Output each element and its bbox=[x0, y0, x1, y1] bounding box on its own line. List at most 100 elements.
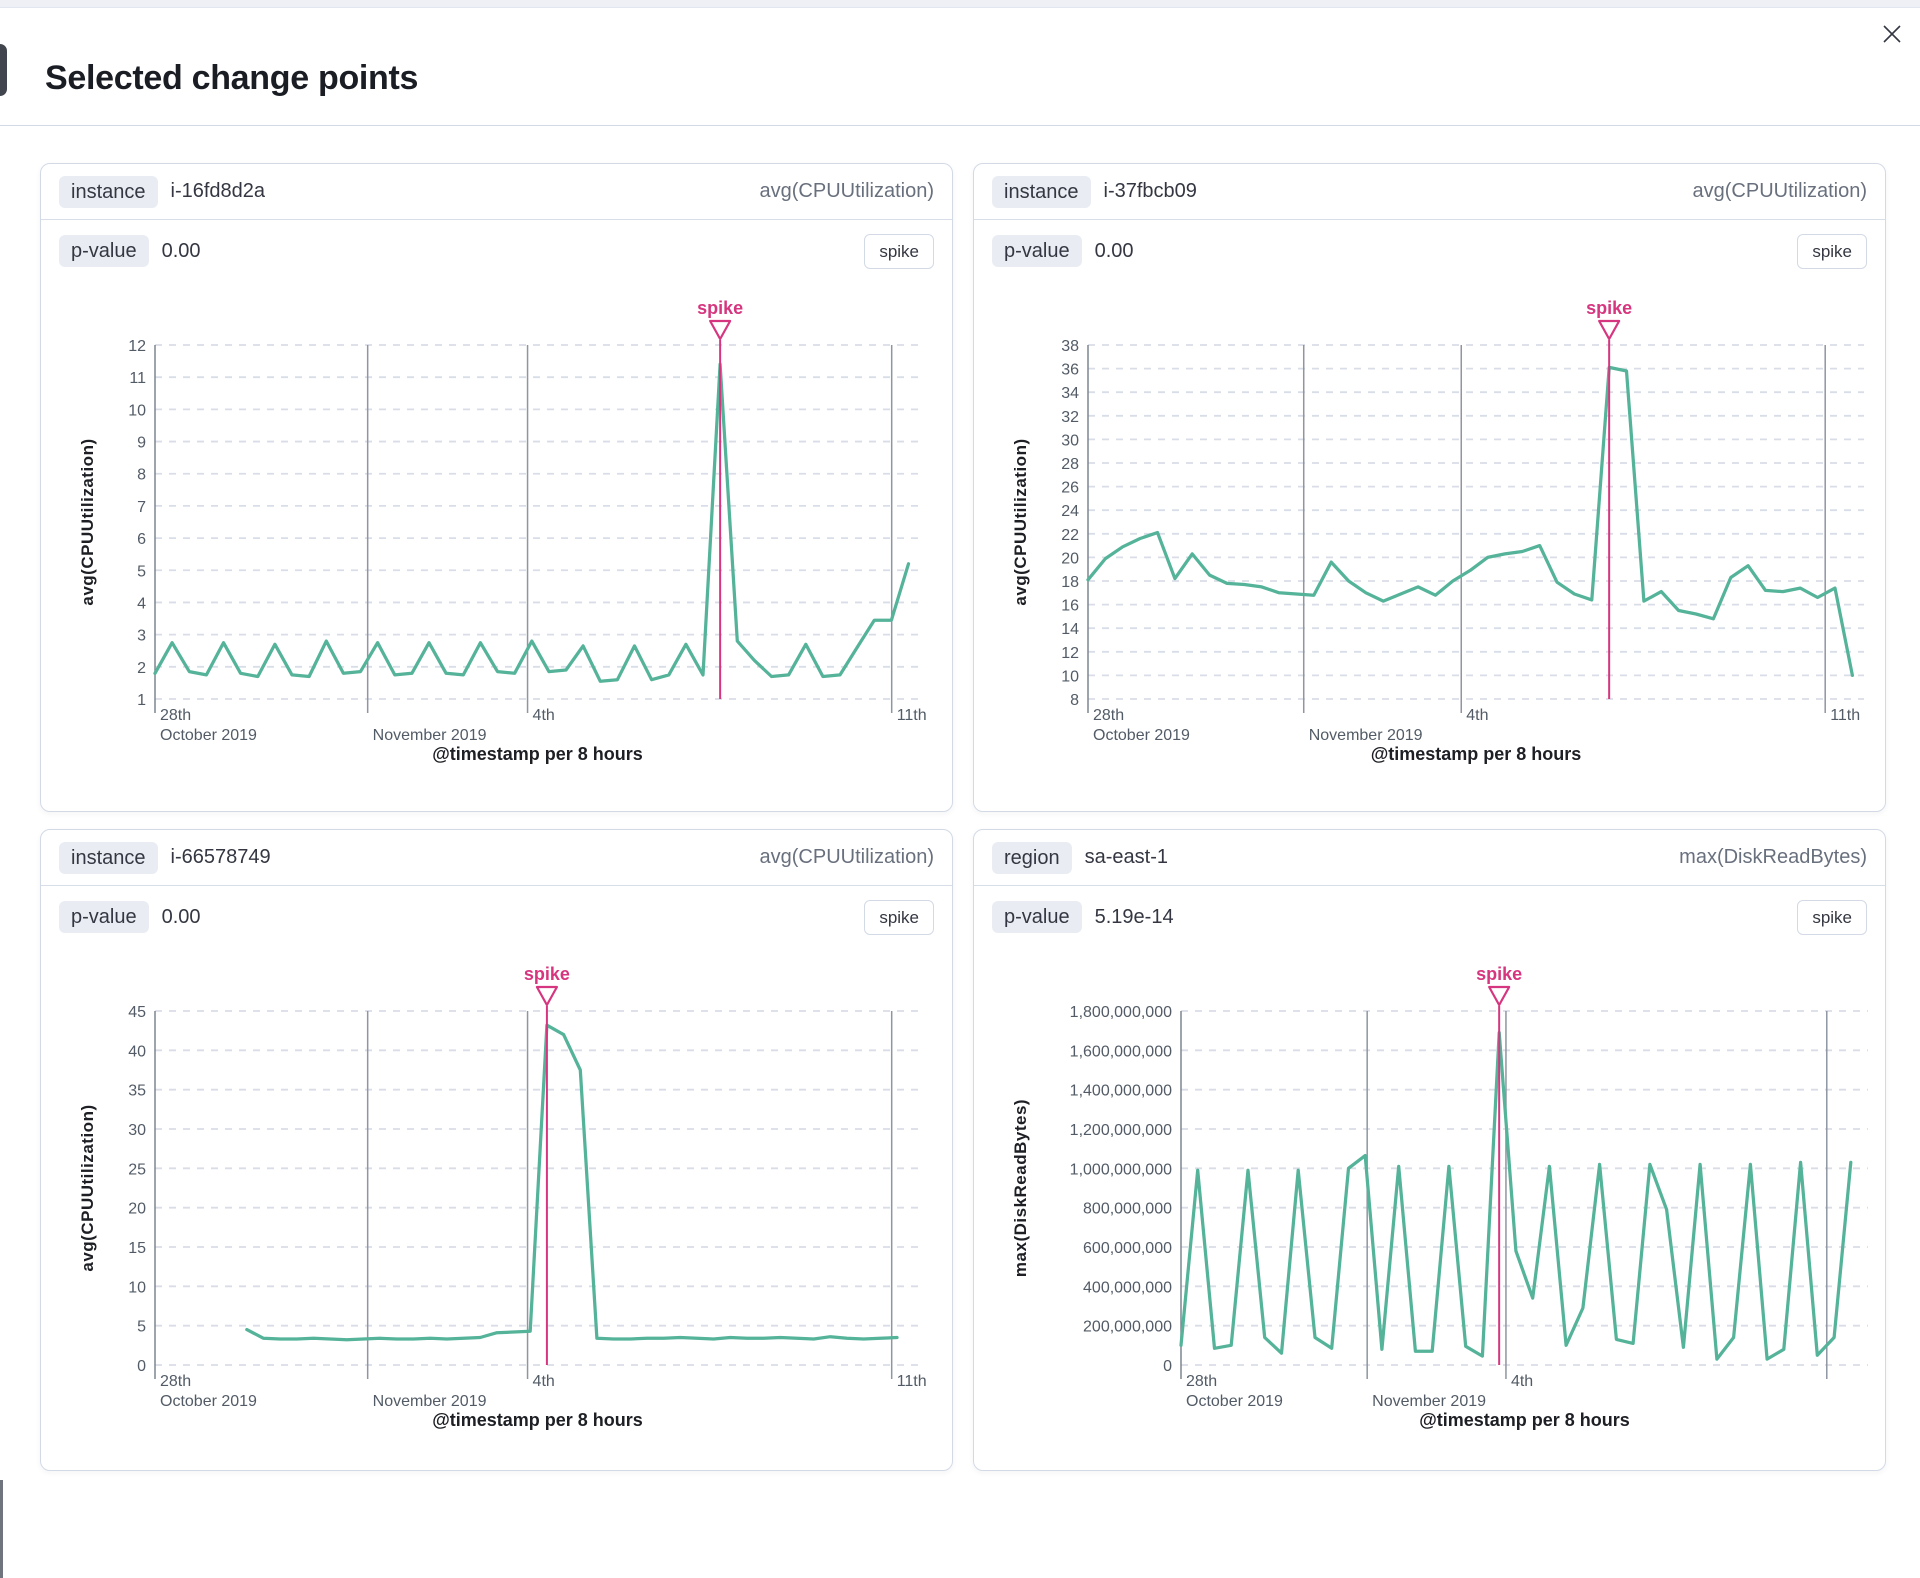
field-name-badge: instance bbox=[992, 175, 1091, 208]
metric-label: max(DiskReadBytes) bbox=[1679, 846, 1867, 868]
y-tick-label: 600,000,000 bbox=[1083, 1240, 1172, 1257]
change-type-badge[interactable]: spike bbox=[1797, 233, 1867, 269]
y-axis-title: avg(CPUUtilization) bbox=[1011, 438, 1030, 605]
x-tick-label: 28th bbox=[160, 1373, 191, 1390]
card-header: instance i-16fd8d2a avg(CPUUtilization) bbox=[41, 164, 952, 220]
p-value: 0.00 bbox=[161, 905, 201, 928]
y-tick-label: 1,400,000,000 bbox=[1070, 1083, 1172, 1100]
field-value: i-16fd8d2a bbox=[170, 180, 266, 202]
spike-annotation-label: spike bbox=[1586, 298, 1632, 318]
x-tick-sublabel: October 2019 bbox=[1093, 727, 1190, 744]
field-value: i-66578749 bbox=[170, 846, 271, 868]
y-tick-label: 20 bbox=[1061, 550, 1079, 567]
change-point-card: 0 5 10 15 20 25 30 35 40 45 28th October 2019 Novemb… bbox=[40, 829, 953, 1471]
y-tick-label: 20 bbox=[128, 1201, 146, 1218]
spike-annotation: spike bbox=[1476, 964, 1522, 1365]
x-axis-title: @timestamp per 8 hours bbox=[432, 1410, 643, 1430]
p-value: 0.00 bbox=[1094, 239, 1134, 262]
p-value: 0.00 bbox=[161, 239, 201, 262]
x-tick-sublabel: November 2019 bbox=[1309, 727, 1423, 744]
y-tick-label: 35 bbox=[128, 1083, 146, 1100]
y-tick-label: 24 bbox=[1061, 503, 1079, 520]
spike-annotation: spike bbox=[697, 298, 743, 699]
x-tick-sublabel: October 2019 bbox=[160, 727, 257, 744]
y-tick-label: 200,000,000 bbox=[1083, 1319, 1172, 1336]
x-tick-label: 11th bbox=[1830, 707, 1860, 724]
close-icon bbox=[1883, 25, 1901, 43]
x-tick-sublabel: October 2019 bbox=[160, 1393, 257, 1410]
metric-label: avg(CPUUtilization) bbox=[759, 846, 935, 868]
metric-label: avg(CPUUtilization) bbox=[1692, 180, 1868, 202]
series-line bbox=[153, 362, 911, 683]
y-tick-label: 30 bbox=[128, 1122, 146, 1139]
y-tick-label: 3 bbox=[137, 628, 146, 645]
y-tick-label: 400,000,000 bbox=[1083, 1279, 1172, 1296]
spike-marker-icon bbox=[1598, 319, 1621, 341]
y-tick-label: 12 bbox=[128, 338, 146, 355]
spike-annotation-label: spike bbox=[697, 298, 743, 318]
card-header: instance i-37fbcb09 avg(CPUUtilization) bbox=[974, 164, 1885, 220]
p-value-badge: p-value bbox=[992, 901, 1082, 933]
y-axis-title: avg(CPUUtilization) bbox=[78, 438, 97, 605]
y-tick-label: 9 bbox=[137, 435, 146, 452]
x-tick-label: 28th bbox=[1093, 707, 1124, 724]
y-tick-label: 6 bbox=[137, 531, 146, 548]
y-tick-label: 800,000,000 bbox=[1083, 1201, 1172, 1218]
y-tick-label: 7 bbox=[137, 499, 146, 516]
metric-label: avg(CPUUtilization) bbox=[759, 180, 935, 202]
spike-marker-icon bbox=[535, 985, 559, 1007]
y-tick-label: 36 bbox=[1061, 362, 1079, 379]
series-line bbox=[245, 1023, 899, 1342]
field-name-badge: instance bbox=[59, 841, 158, 874]
x-axis-title: @timestamp per 8 hours bbox=[432, 744, 643, 764]
card-header: region sa-east-1 max(DiskReadBytes) bbox=[974, 830, 1885, 886]
y-tick-label: 1 bbox=[137, 692, 146, 709]
p-value-badge: p-value bbox=[59, 235, 149, 267]
p-value-badge: p-value bbox=[59, 901, 149, 933]
y-axis-title: avg(CPUUtilization) bbox=[78, 1104, 97, 1271]
y-tick-label: 10 bbox=[1061, 668, 1079, 685]
y-tick-label: 18 bbox=[1061, 574, 1079, 591]
y-tick-label: 30 bbox=[1061, 432, 1079, 449]
x-tick-sublabel: November 2019 bbox=[373, 727, 487, 744]
spike-marker-icon bbox=[1488, 985, 1511, 1007]
y-tick-label: 10 bbox=[128, 1279, 146, 1296]
card-subheader: p-value 5.19e-14 spike bbox=[974, 886, 1885, 948]
card-subheader: p-value 0.00 spike bbox=[41, 886, 952, 948]
y-tick-label: 25 bbox=[128, 1161, 146, 1178]
change-type-badge[interactable]: spike bbox=[864, 899, 934, 935]
page-top-strip bbox=[0, 0, 1920, 8]
y-tick-label: 32 bbox=[1061, 409, 1079, 426]
x-tick-label: 28th bbox=[160, 707, 191, 724]
y-tick-label: 16 bbox=[1061, 598, 1079, 615]
y-axis-title: max(DiskReadBytes) bbox=[1011, 1099, 1030, 1277]
series-line bbox=[1179, 1030, 1853, 1361]
spike-annotation-label: spike bbox=[524, 964, 570, 984]
background-page-edge bbox=[0, 1480, 3, 1578]
spike-annotation-label: spike bbox=[1476, 964, 1522, 984]
change-type-badge[interactable]: spike bbox=[864, 233, 934, 269]
modal-header-divider bbox=[0, 125, 1920, 126]
y-tick-label: 15 bbox=[128, 1240, 146, 1257]
x-tick-sublabel: November 2019 bbox=[373, 1393, 487, 1410]
y-tick-label: 10 bbox=[128, 402, 146, 419]
y-tick-label: 1,000,000,000 bbox=[1070, 1161, 1172, 1178]
card-subheader: p-value 0.00 spike bbox=[974, 220, 1885, 282]
close-button[interactable] bbox=[1877, 19, 1907, 49]
y-tick-label: 34 bbox=[1061, 385, 1079, 402]
spike-marker-icon bbox=[709, 319, 732, 341]
y-tick-label: 5 bbox=[137, 1319, 146, 1336]
y-tick-label: 2 bbox=[137, 660, 146, 677]
x-axis-title: @timestamp per 8 hours bbox=[1419, 1410, 1630, 1430]
spike-annotation: spike bbox=[524, 964, 570, 1365]
y-tick-label: 28 bbox=[1061, 456, 1079, 473]
change-type-badge[interactable]: spike bbox=[1797, 899, 1867, 935]
y-tick-label: 38 bbox=[1061, 338, 1079, 355]
field-name-badge: region bbox=[992, 841, 1072, 874]
x-tick-label: 4th bbox=[533, 707, 555, 724]
y-tick-label: 0 bbox=[137, 1358, 146, 1375]
x-axis-title: @timestamp per 8 hours bbox=[1371, 744, 1582, 764]
y-tick-label: 1,200,000,000 bbox=[1070, 1122, 1172, 1139]
y-tick-label: 1,800,000,000 bbox=[1070, 1004, 1172, 1021]
